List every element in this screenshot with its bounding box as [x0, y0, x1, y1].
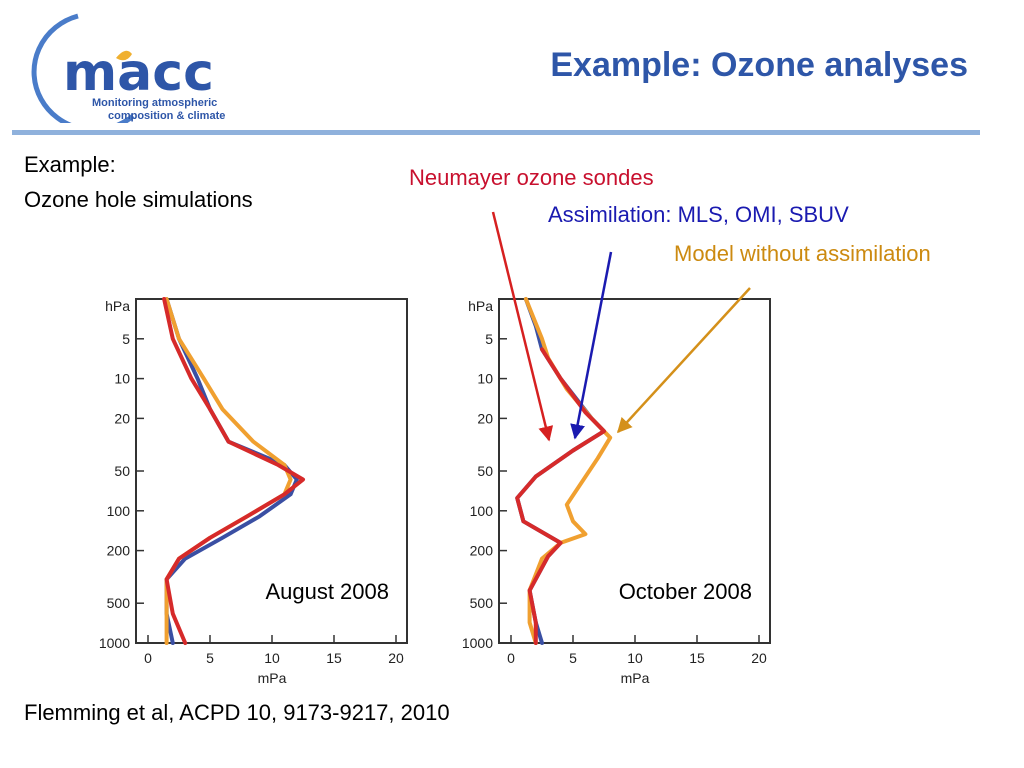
logo-tagline-2: composition & climate: [108, 110, 225, 122]
x-axis-label: mPa: [258, 670, 287, 686]
y-axis-label: hPa: [468, 298, 493, 314]
legend-model-label: Model without assimilation: [674, 241, 931, 266]
y-tick-label: 20: [114, 410, 130, 426]
y-tick-label: 5: [122, 331, 130, 347]
citation: Flemming et al, ACPD 10, 9173-9217, 2010: [24, 700, 450, 725]
x-tick-label: 20: [388, 650, 404, 666]
y-tick-label: 50: [477, 463, 493, 479]
x-tick-label: 0: [144, 650, 152, 666]
series-line-sondes: [162, 297, 305, 645]
y-tick-label: 100: [107, 503, 131, 519]
x-tick-label: 5: [569, 650, 577, 666]
chart-panel-title: October 2008: [619, 579, 752, 604]
x-tick-label: 15: [689, 650, 705, 666]
y-tick-label: 20: [477, 410, 493, 426]
page-title: Example: Ozone analyses: [550, 46, 968, 84]
x-tick-label: 10: [264, 650, 280, 666]
x-tick-label: 10: [627, 650, 643, 666]
y-tick-label: 500: [107, 595, 131, 611]
legend-assim-label: Assimilation: MLS, OMI, SBUV: [548, 202, 849, 227]
y-tick-label: 10: [477, 371, 493, 387]
y-tick-label: 5: [485, 331, 493, 347]
y-tick-label: 10: [114, 371, 130, 387]
x-axis-label: mPa: [621, 670, 650, 686]
x-tick-label: 15: [326, 650, 342, 666]
x-tick-label: 20: [751, 650, 767, 666]
logo-leaf-icon: [116, 50, 132, 61]
chart-august-2008: hPa 5 10 20 50 100 200 500 1000 0 5 10 15 20 mPa August…: [99, 297, 408, 686]
y-tick-label: 50: [114, 463, 130, 479]
series-line-sondes: [515, 347, 606, 645]
y-axis-label: hPa: [105, 298, 130, 314]
y-tick-label: 1000: [99, 635, 130, 651]
y-tick-label: 200: [107, 543, 131, 559]
logo-wordmark: macc: [63, 43, 214, 103]
arrow-sondes: [491, 211, 554, 442]
chart-panel-title: August 2008: [265, 579, 389, 604]
x-tick-label: 0: [507, 650, 515, 666]
y-tick-label: 100: [470, 503, 494, 519]
logo-tagline-1: Monitoring atmospheric: [92, 97, 217, 109]
arrow-assim: [570, 251, 613, 440]
chart-october-2008: hPa 5 10 20 50 100 200 500 1000 0 5 10 15 20 mPa Octobe…: [462, 297, 771, 686]
legend-sondes-label: Neumayer ozone sondes: [409, 165, 654, 190]
title-divider: [12, 130, 980, 135]
macc-logo: macc Monitoring atmospheric composition …: [8, 8, 248, 133]
y-tick-label: 1000: [462, 635, 493, 651]
arrow-model: [616, 287, 751, 434]
series-line-model: [523, 297, 613, 645]
intro-line-2: Ozone hole simulations: [24, 187, 253, 212]
y-tick-label: 500: [470, 595, 494, 611]
x-tick-label: 5: [206, 650, 214, 666]
intro-line-1: Example:: [24, 152, 116, 177]
y-tick-label: 200: [470, 543, 494, 559]
